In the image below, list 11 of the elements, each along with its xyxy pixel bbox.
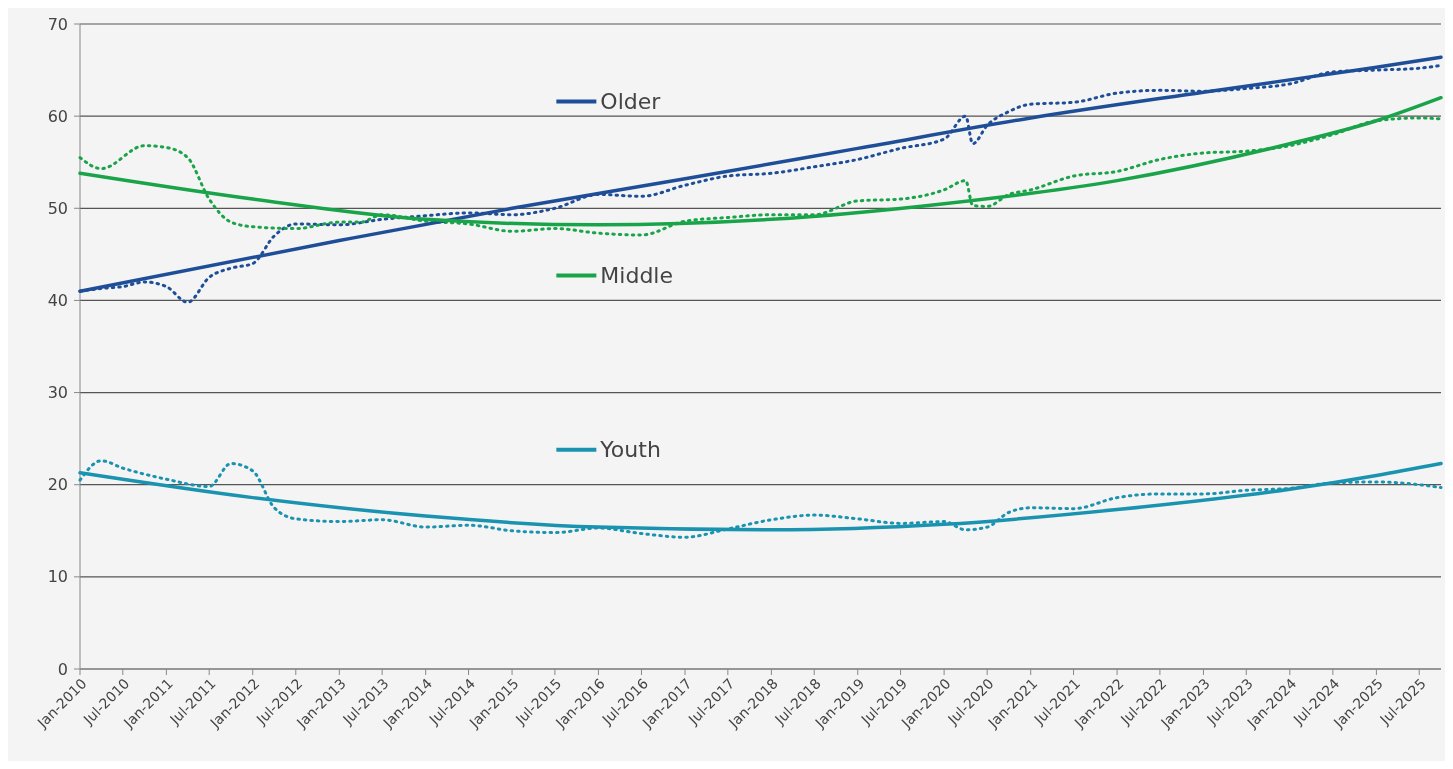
legend-label: Older bbox=[600, 89, 662, 115]
y-tick-label: 60 bbox=[47, 106, 68, 126]
y-tick-label: 10 bbox=[47, 567, 68, 587]
y-tick-label: 50 bbox=[47, 198, 68, 218]
legend-label: Middle bbox=[600, 263, 674, 289]
y-tick-label: 30 bbox=[47, 383, 68, 403]
y-tick-label: 0 bbox=[57, 659, 68, 679]
y-tick-label: 70 bbox=[47, 14, 68, 34]
y-tick-label: 40 bbox=[47, 291, 68, 311]
y-tick-label: 20 bbox=[47, 475, 68, 495]
legend-label: Youth bbox=[599, 437, 661, 463]
